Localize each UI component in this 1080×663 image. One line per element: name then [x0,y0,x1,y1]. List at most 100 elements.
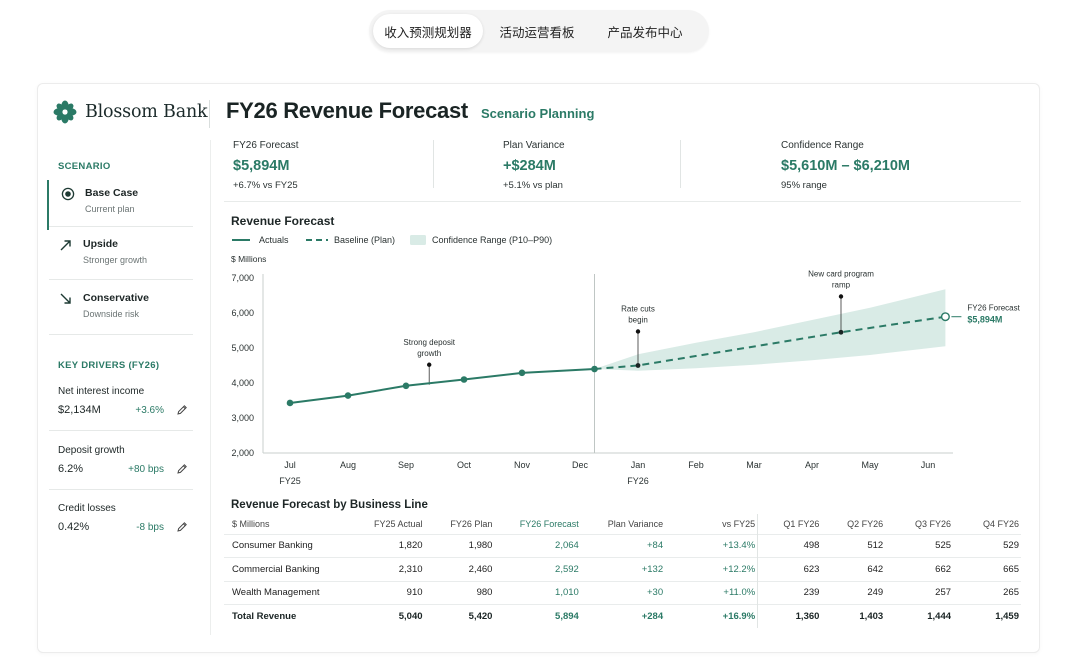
legend-label: Baseline (Plan) [334,235,396,245]
scenario-subtitle: Downside risk [83,309,140,319]
x-tick-label: Oct [457,460,472,470]
x-tick-label: Feb [688,460,704,470]
annotation-marker [838,294,844,299]
actuals-point [518,369,526,377]
x-tick-label: May [861,460,879,470]
page-subtitle: Scenario Planning [481,106,595,121]
pencil-icon[interactable] [176,404,188,416]
scenario-base-case[interactable]: Base Case Current plan [47,180,193,230]
driver-name: Deposit growth [58,445,125,456]
table-cell: 1,010 [494,580,581,605]
chart-title: Revenue Forecast [231,214,335,228]
x-tick-label: Mar [746,460,762,470]
sidebar-separator [49,279,193,280]
scenario-conservative[interactable]: Conservative Downside risk [47,285,193,335]
table-row[interactable]: Consumer Banking 1,820 1,980 2,064 +84 +… [224,533,1021,558]
header-divider [209,100,210,128]
sidebar-divider [210,140,211,635]
column-header: Q2 FY26 [847,518,884,529]
legend-confidence: Confidence Range (P10–P90) [410,235,552,245]
kpi-bottom-divider [224,201,1021,202]
x-year-label: FY26 [627,476,649,486]
kpi-label: FY26 Forecast [233,140,299,151]
pencil-icon[interactable] [176,463,188,475]
x-tick-label: Jan [631,460,646,470]
legend-baseline: Baseline (Plan) [306,235,395,245]
endpoint-label-name: FY26 Forecast [967,304,1020,313]
table-cell: +284 [580,604,666,628]
kpi-sub: +6.7% vs FY25 [233,180,298,191]
radio-selected-icon [61,187,75,201]
table-cell: 1,403 [821,604,886,628]
table-row[interactable]: Wealth Management 910 980 1,010 +30 +11.… [224,580,1021,605]
page-title: FY26 Revenue Forecast [226,98,468,123]
table-cell: +30 [580,580,666,605]
table-cell: 249 [821,580,886,605]
table-cell: +84 [580,533,666,558]
table-cell: Commercial Banking [224,557,332,581]
table-cell: 525 [885,533,954,558]
scenario-subtitle: Current plan [85,204,135,214]
x-tick-label: Sep [398,460,414,470]
tab-product-launch[interactable]: 产品发布中心 [607,24,683,40]
table-header-row: $ Millions FY25 Actual FY26 Plan FY26 Fo… [224,514,1021,534]
table-cell: 5,040 [331,604,425,628]
y-tick-label: 5,000 [231,343,254,353]
table-cell: 642 [821,557,886,581]
table-cell: 665 [953,557,1021,581]
brand-name: Blossom Bank [85,102,208,122]
table-cell: 512 [821,533,886,558]
table-cell: 623 [757,557,822,581]
column-header: FY26 Forecast [519,518,579,529]
endpoint-label-value: $5,894M [967,315,1002,325]
driver-delta: +3.6% [135,405,164,416]
table-total-row[interactable]: Total Revenue 5,040 5,420 5,894 +284 +16… [224,604,1021,628]
kpi-value: $5,610M – $6,210M [781,158,910,174]
brand-logo[interactable]: Blossom Bank [53,100,208,124]
scenario-title: Base Case [85,187,139,199]
table-cell: Total Revenue [224,604,332,628]
legend-label: Actuals [259,235,289,245]
revenue-table: $ Millions FY25 Actual FY26 Plan FY26 Fo… [224,514,1021,628]
table-cell: 1,980 [424,533,495,558]
table-cell: +13.4% [665,533,758,558]
legend-actuals: Actuals [232,235,289,245]
legend-label: Confidence Range (P10–P90) [432,235,553,245]
sidebar-separator [49,430,193,431]
y-tick-label: 4,000 [231,378,254,388]
table-cell: 5,420 [424,604,495,628]
table-cell: 2,064 [494,533,581,558]
driver-value: $2,134M [58,404,101,416]
actuals-line [289,368,595,404]
kpi-sub: 95% range [781,180,827,191]
x-tick-label: Jun [921,460,936,470]
legend-band-swatch-icon [410,235,426,245]
table-cell: 910 [331,580,425,605]
scenario-title: Conservative [83,292,149,304]
trend-down-icon [60,293,71,304]
tab-revenue-planner[interactable]: 收入预测规划器 [373,14,483,48]
kpi-label: Plan Variance [503,140,565,151]
column-header: vs FY25 [722,518,756,529]
table-row[interactable]: Commercial Banking 2,310 2,460 2,592 +13… [224,557,1021,581]
table-cell: 1,820 [331,533,425,558]
annotation-label: ramp [832,281,851,290]
scenario-subtitle: Stronger growth [83,255,148,265]
driver-value: 6.2% [58,463,84,475]
column-header: $ Millions [232,518,270,529]
actuals-point [286,399,294,407]
column-header: Q3 FY26 [915,518,952,529]
table-cell: Consumer Banking [224,533,332,558]
kpi-separator [433,140,434,188]
x-tick-label: Aug [340,460,356,470]
pencil-icon[interactable] [176,521,188,533]
kpi-value: +$284M [503,158,556,174]
tab-campaign-dashboard[interactable]: 活动运营看板 [499,24,575,40]
actuals-point [402,382,410,390]
kpi-sub: +5.1% vs plan [503,180,563,191]
scenario-section-label: SCENARIO [58,161,111,172]
table-cell: 529 [953,533,1021,558]
scenario-upside[interactable]: Upside Stronger growth [47,231,193,281]
table-cell: 2,592 [494,557,581,581]
annotation-marker [427,362,432,367]
